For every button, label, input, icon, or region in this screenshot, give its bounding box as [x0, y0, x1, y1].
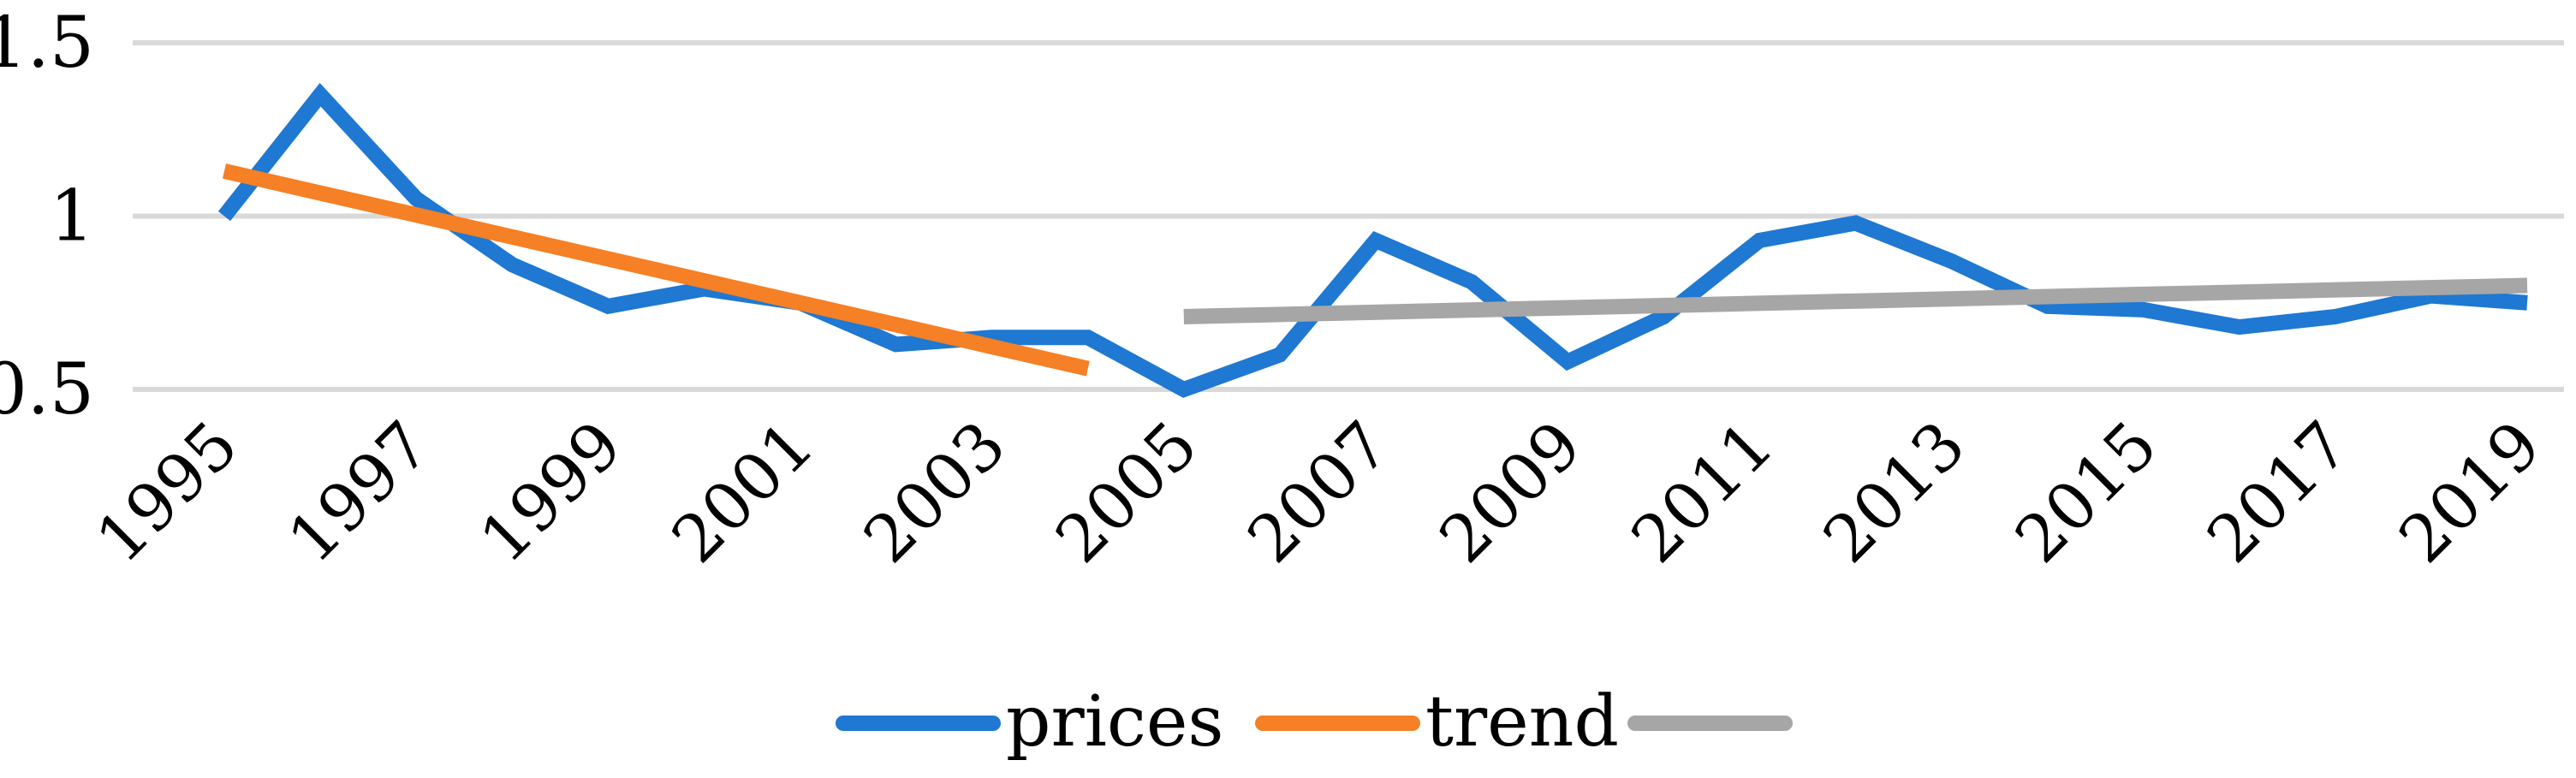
gridlines	[133, 40, 2564, 392]
legend-item: trend	[1255, 681, 1619, 763]
legend: prices trend	[836, 681, 1793, 763]
series-line-prices	[217, 82, 2528, 398]
x-tick-label: 2011	[1616, 407, 1788, 578]
y-tick-label: 1	[50, 176, 94, 258]
x-tick-label: 2015	[2001, 407, 2172, 578]
y-axis-ticks: 0.5 1 1.5	[0, 3, 94, 431]
x-tick-label: 1997	[273, 407, 444, 578]
x-tick-label: 1995	[81, 407, 253, 578]
y-tick-label: 0.5	[0, 349, 94, 431]
x-tick-label: 2017	[2192, 407, 2364, 578]
legend-item: prices	[836, 681, 1223, 763]
legend-label: trend	[1425, 681, 1619, 763]
x-tick-label: 2009	[1425, 407, 1596, 578]
x-tick-label: 2003	[849, 407, 1020, 578]
series-line-trend	[222, 163, 1090, 377]
x-tick-label: 2019	[2384, 407, 2555, 578]
series-lines	[217, 82, 2528, 398]
legend-label: prices	[1006, 681, 1223, 763]
x-tick-label: 1999	[465, 407, 636, 578]
x-tick-label: 2013	[1809, 407, 1980, 578]
x-axis-ticks: 1995 1997 1999 2001 2003 2005 2007 2009 2011 2013…	[81, 407, 2555, 578]
series-line-series-3	[1183, 277, 2528, 324]
y-tick-label: 1.5	[0, 3, 94, 84]
x-tick-label: 2007	[1233, 407, 1404, 578]
x-tick-label: 2001	[657, 407, 829, 578]
x-tick-label: 2005	[1041, 407, 1212, 578]
